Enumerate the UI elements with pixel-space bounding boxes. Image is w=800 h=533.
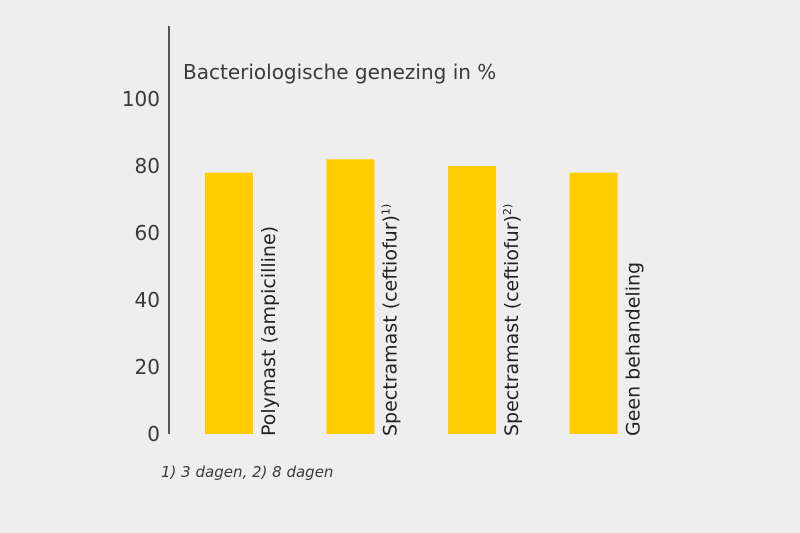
y-tick-label: 60 — [135, 221, 160, 245]
bar — [205, 172, 253, 434]
footnote: 1) 3 dagen, 2) 8 dagen — [161, 463, 333, 481]
y-axis-ticks: 0 20 40 60 80 100 — [122, 87, 160, 446]
y-tick-label: 20 — [135, 355, 160, 379]
category-label: Spectramast (ceftiofur)2) — [501, 204, 523, 436]
chart-title: Bacteriologische genezing in % — [183, 60, 496, 84]
category-labels: Polymast (ampicilline) Spectramast (cefti… — [258, 204, 645, 436]
category-label: Polymast (ampicilline) — [258, 226, 280, 436]
y-tick-label: 0 — [147, 422, 160, 446]
y-tick-label: 80 — [135, 154, 160, 178]
y-tick-label: 40 — [135, 288, 160, 312]
category-label: Geen behandeling — [623, 262, 645, 436]
bar — [326, 159, 375, 435]
category-footnote-marker: 2) — [501, 204, 514, 215]
bar — [448, 166, 496, 434]
category-footnote-marker: 1) — [380, 204, 393, 215]
y-tick-label: 100 — [122, 87, 160, 111]
category-label: Spectramast (ceftiofur)1) — [380, 204, 402, 436]
bar — [569, 172, 618, 434]
bars — [205, 159, 618, 435]
